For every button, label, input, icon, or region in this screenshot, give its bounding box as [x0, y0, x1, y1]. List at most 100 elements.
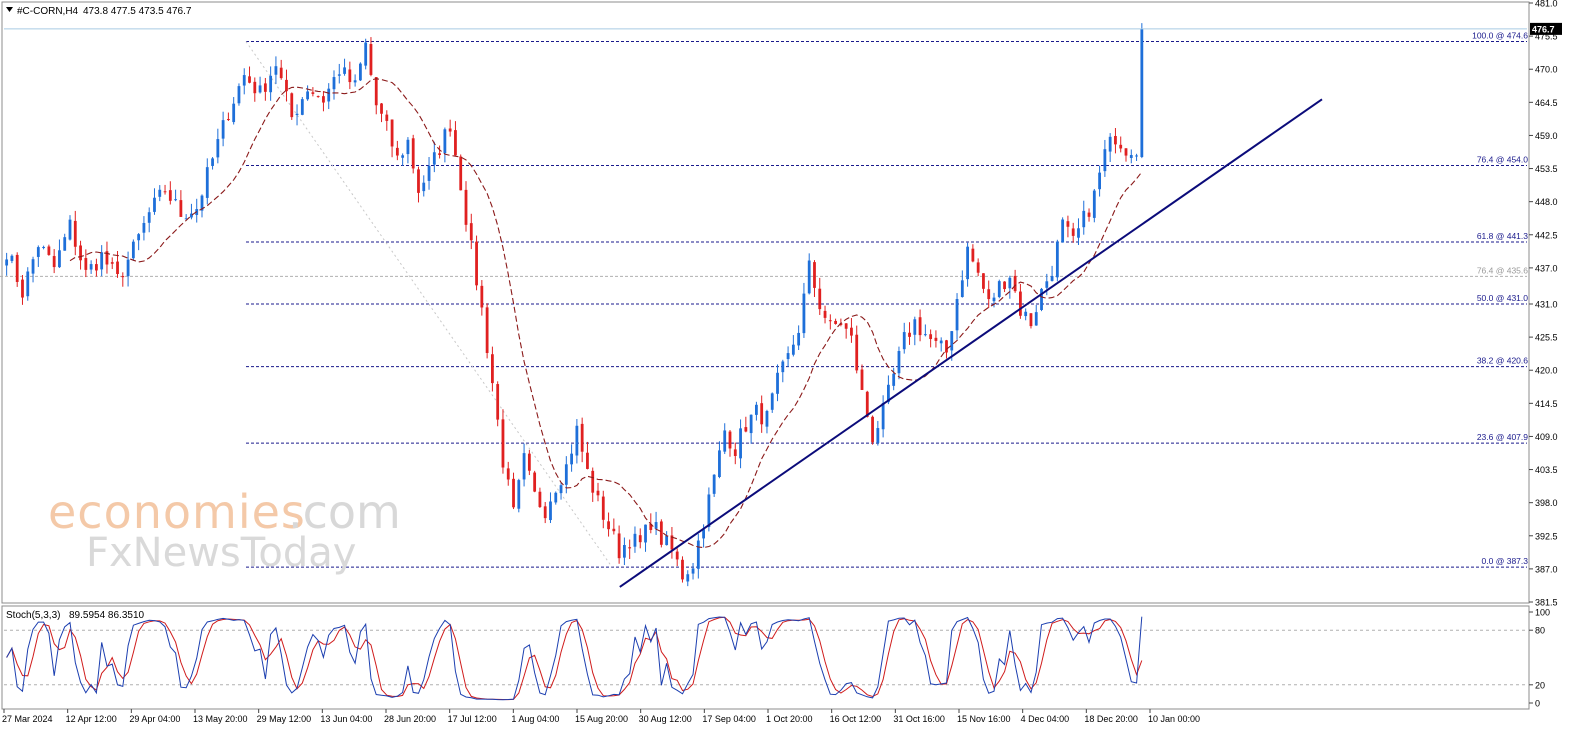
candle-body — [237, 86, 241, 104]
candle-body — [221, 120, 225, 139]
fib-level-label: 38.2 @ 420.6 — [1477, 356, 1528, 366]
candle-body — [607, 521, 610, 530]
candle-body — [131, 241, 135, 259]
candle-body — [818, 288, 822, 310]
candle-body — [1071, 228, 1075, 236]
y-axis-label: 470.0 — [1535, 65, 1558, 75]
candle-body — [881, 403, 885, 430]
candle-body — [1008, 277, 1012, 289]
candle-body — [300, 99, 304, 115]
x-axis-label: 29 May 12:00 — [257, 714, 312, 724]
y-axis-label: 392.5 — [1535, 531, 1558, 541]
candle-body — [612, 528, 616, 532]
candle-body — [681, 559, 684, 580]
y-axis-label: 414.5 — [1535, 399, 1558, 409]
candle-body — [153, 197, 156, 212]
candle-body — [1045, 281, 1049, 288]
main-pane-frame — [1, 1, 1530, 604]
candle-body — [960, 280, 964, 298]
candle-body — [100, 252, 104, 270]
candle-body — [918, 317, 922, 336]
candle-body — [464, 189, 468, 225]
stoch-axis-label: 80 — [1535, 626, 1545, 636]
candle-body — [1140, 28, 1144, 157]
y-axis-label: 431.0 — [1535, 300, 1558, 310]
candle-body — [1135, 155, 1138, 157]
candle-body — [844, 323, 848, 329]
candle-body — [675, 551, 679, 560]
candle-body — [232, 103, 236, 123]
candle-body — [506, 468, 510, 480]
candle-body — [253, 81, 257, 94]
candle-body — [644, 524, 647, 543]
candle-body — [1124, 148, 1128, 156]
moving-average-line — [69, 78, 1143, 549]
candle-body — [142, 222, 146, 233]
candle-body — [987, 289, 991, 300]
candle-body — [348, 69, 352, 83]
candle-body — [913, 319, 917, 335]
candle-body — [269, 75, 273, 93]
fib-level-label: 61.8 @ 441.3 — [1477, 231, 1528, 241]
candle-body — [1055, 241, 1059, 278]
candle-body — [850, 327, 853, 336]
candle-body — [1013, 275, 1017, 292]
candle-body — [258, 85, 262, 93]
candle-body — [337, 74, 341, 76]
x-axis-label: 1 Aug 04:00 — [511, 714, 559, 724]
candle-body — [807, 260, 811, 294]
candle-body — [992, 297, 996, 302]
candle-body — [480, 285, 484, 308]
candle-body — [527, 453, 531, 471]
x-axis-label: 31 Oct 16:00 — [893, 714, 945, 724]
candle-body — [1098, 172, 1101, 190]
candle-body — [475, 241, 478, 286]
candle-body — [200, 195, 204, 211]
candle-body — [855, 334, 859, 371]
candle-body — [686, 574, 690, 582]
candle-body — [105, 251, 109, 265]
fib-level-label: 76.4 @ 454.0 — [1477, 155, 1528, 165]
candle-body — [168, 190, 172, 201]
candle-body — [512, 478, 515, 508]
candle-body — [422, 182, 426, 192]
candle-body — [417, 169, 420, 193]
candle-body — [390, 119, 394, 147]
candle-body — [184, 218, 188, 220]
stoch-signal-line — [6, 616, 1143, 701]
stoch-title: Stoch(5,3,3) — [6, 610, 60, 621]
candle-body — [126, 259, 130, 277]
stoch-pane-frame — [1, 605, 1530, 710]
header-arrow-icon — [6, 7, 13, 12]
candle-body — [786, 353, 790, 360]
candle-body — [649, 523, 653, 530]
x-axis-label: 15 Nov 16:00 — [957, 714, 1011, 724]
y-axis-label: 398.0 — [1535, 498, 1558, 508]
candle-body — [491, 354, 494, 384]
stoch-axis-label: 0 — [1535, 699, 1540, 709]
stoch-axis-label: 20 — [1535, 680, 1545, 690]
uptrend-line[interactable] — [619, 98, 1323, 588]
candle-body — [448, 128, 452, 132]
candle-body — [517, 480, 521, 509]
x-axis-label: 13 May 20:00 — [193, 714, 248, 724]
candle-body — [406, 139, 410, 155]
candle-body — [876, 428, 880, 443]
x-axis-label: 15 Aug 20:00 — [575, 714, 628, 724]
watermark: economies .com FxNewsToday — [48, 485, 401, 576]
candle-body — [665, 535, 669, 546]
candle-body — [332, 77, 336, 90]
candle-body — [892, 373, 896, 386]
candle-body — [290, 93, 294, 118]
candle-body — [623, 545, 626, 558]
candle-body — [327, 88, 331, 102]
y-axis-label: 448.0 — [1535, 197, 1558, 207]
candle-body — [163, 191, 167, 193]
candle-body — [374, 77, 378, 106]
candle-body — [723, 430, 727, 452]
candle-body — [1129, 155, 1133, 158]
candle-body — [63, 237, 67, 251]
candle-body — [216, 139, 220, 158]
